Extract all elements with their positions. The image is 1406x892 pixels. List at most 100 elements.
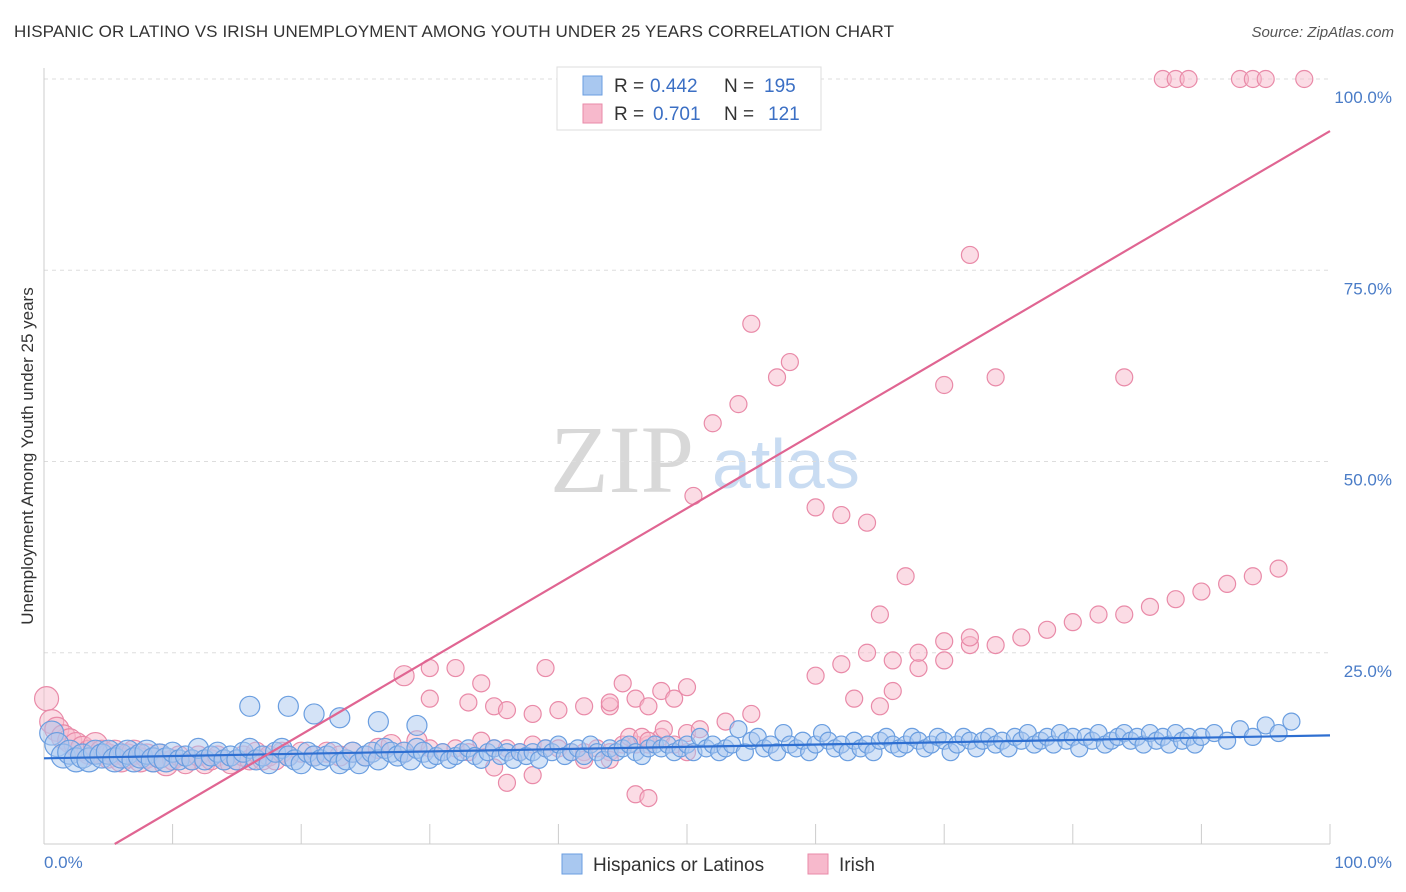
irish-point-121 (1037, 620, 1057, 639)
legend-r-label-1: R = (614, 76, 644, 97)
irish-point-116 (857, 643, 877, 662)
irish-point-133 (729, 395, 748, 414)
legend-swatch-pink (582, 103, 603, 124)
irish-point-72 (497, 773, 517, 792)
irish-point-132 (703, 414, 722, 433)
trend-line-irish (114, 130, 1331, 845)
y-tick-label-3: 75.0% (1344, 279, 1392, 298)
irish-point-101 (654, 720, 673, 739)
irish-point-142 (935, 375, 954, 395)
hispanic-point-189 (277, 695, 299, 717)
irish-point-87 (639, 697, 658, 716)
irish-point-114 (1012, 628, 1031, 647)
legend-n-label-2: N = (724, 104, 754, 125)
irish-point-94 (472, 674, 491, 693)
irish-point-81 (497, 701, 517, 720)
irish-point-141 (896, 567, 915, 586)
irish-point-91 (393, 665, 415, 687)
irish-point-148 (1179, 69, 1198, 89)
bottom-legend-swatch-blue (561, 853, 583, 875)
x-ticks (43, 824, 1331, 844)
irish-point-113 (986, 635, 1005, 655)
irish-point-96 (613, 674, 632, 693)
irish-point-78 (420, 689, 439, 708)
irish-point-97 (600, 693, 619, 712)
grid (44, 78, 1330, 654)
irish-point-73 (523, 766, 542, 785)
irish-point-152 (1295, 69, 1314, 89)
irish-point-93 (446, 658, 465, 678)
trend-line-hispanics (43, 734, 1331, 760)
top-legend: R = 0.442 N = 195 R = 0.701 N = 121 (556, 66, 822, 131)
irish-point-135 (767, 368, 787, 387)
bottom-legend-label-blue: Hispanics or Latinos (593, 855, 764, 876)
irish-point-111 (935, 651, 954, 670)
irish-point-109 (883, 681, 902, 701)
chart-source: Source: ZipAtlas.com (1251, 24, 1394, 41)
irish-point-124 (1115, 605, 1134, 624)
irish-point-79 (459, 693, 478, 712)
legend-r-value-2: 0.701 (653, 104, 701, 125)
chart-title: HISPANIC OR LATINO VS IRISH UNEMPLOYMENT… (14, 22, 895, 41)
irish-point-90 (677, 678, 697, 697)
hispanic-point-187 (1282, 712, 1301, 731)
irish-point-129 (1243, 567, 1262, 586)
irish-point-143 (960, 245, 980, 265)
legend-r-value-1: 0.442 (650, 76, 698, 97)
irish-point-115 (832, 655, 851, 674)
watermark-zip: ZIP (550, 406, 694, 513)
irish-point-1 (33, 686, 60, 712)
legend-swatch-blue (582, 75, 603, 96)
irish-point-120 (960, 628, 980, 647)
watermark: ZIP atlas (550, 406, 860, 513)
legend-n-value-1: 195 (764, 76, 796, 97)
irish-point-123 (1089, 605, 1108, 624)
irish-point-134 (742, 314, 761, 333)
y-tick-label-1: 25.0% (1344, 662, 1392, 681)
y-tick-labels: 25.0% 50.0% 75.0% 100.0% (1334, 88, 1392, 681)
watermark-atlas: atlas (712, 425, 860, 503)
bottom-legend-swatch-pink (807, 853, 829, 875)
irish-point-144 (986, 368, 1005, 387)
irish-point-117 (883, 651, 902, 670)
irish-point-95 (536, 658, 555, 678)
irish-point-138 (832, 505, 851, 525)
bottom-legend-label-pink: Irish (839, 855, 875, 876)
irish-point-83 (549, 701, 568, 720)
irish-point-127 (1192, 582, 1211, 601)
hispanic-point-188 (239, 695, 261, 717)
y-tick-label-2: 50.0% (1344, 471, 1392, 490)
irish-point-119 (935, 632, 954, 651)
x-tick-label-max: 100.0% (1334, 853, 1392, 872)
irish-point-136 (780, 352, 799, 372)
irish-point-105 (742, 704, 761, 724)
irish-point-151 (1256, 69, 1275, 89)
legend-r-label-2: R = (614, 104, 644, 125)
hispanic-point-190 (303, 703, 325, 725)
irish-point-139 (857, 513, 877, 532)
legend-n-label-1: N = (724, 76, 754, 97)
irish-point-107 (845, 689, 864, 708)
bottom-legend: Hispanics or Latinos Irish (561, 853, 875, 876)
irish-point-130 (1269, 559, 1288, 578)
irish-point-140 (870, 605, 890, 624)
irish-point-137 (806, 498, 825, 517)
irish-point-122 (1063, 613, 1082, 632)
irish-point-108 (870, 697, 890, 716)
x-tick-label-min: 0.0% (44, 853, 83, 872)
irish-point-106 (806, 666, 825, 685)
irish-point-82 (523, 704, 542, 724)
irish-point-145 (1115, 368, 1134, 387)
hispanic-point-108 (729, 720, 748, 739)
irish-point-125 (1140, 597, 1160, 616)
irish-point-128 (1218, 574, 1237, 594)
trend-lines (43, 130, 1331, 845)
irish-point-118 (909, 643, 928, 662)
hispanic-point-193 (406, 714, 428, 737)
irish-point-110 (909, 658, 928, 678)
legend-n-value-2: 121 (768, 104, 800, 125)
irish-point-84 (575, 697, 594, 716)
irish-point-77 (639, 788, 658, 808)
y-tick-label-4: 100.0% (1334, 88, 1392, 107)
